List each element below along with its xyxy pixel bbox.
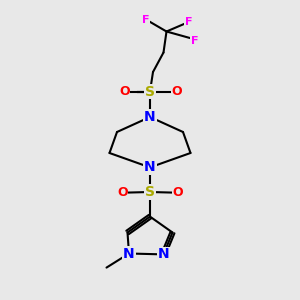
Text: O: O — [119, 85, 130, 98]
Text: N: N — [158, 248, 169, 261]
Text: F: F — [142, 15, 149, 25]
Text: O: O — [117, 186, 128, 199]
Text: F: F — [185, 16, 192, 27]
Text: N: N — [144, 160, 156, 174]
Text: F: F — [191, 35, 198, 46]
Text: O: O — [172, 85, 182, 98]
Text: S: S — [145, 85, 155, 98]
Text: O: O — [172, 186, 183, 199]
Text: N: N — [144, 110, 156, 124]
Text: S: S — [145, 185, 155, 199]
Text: N: N — [123, 247, 135, 260]
